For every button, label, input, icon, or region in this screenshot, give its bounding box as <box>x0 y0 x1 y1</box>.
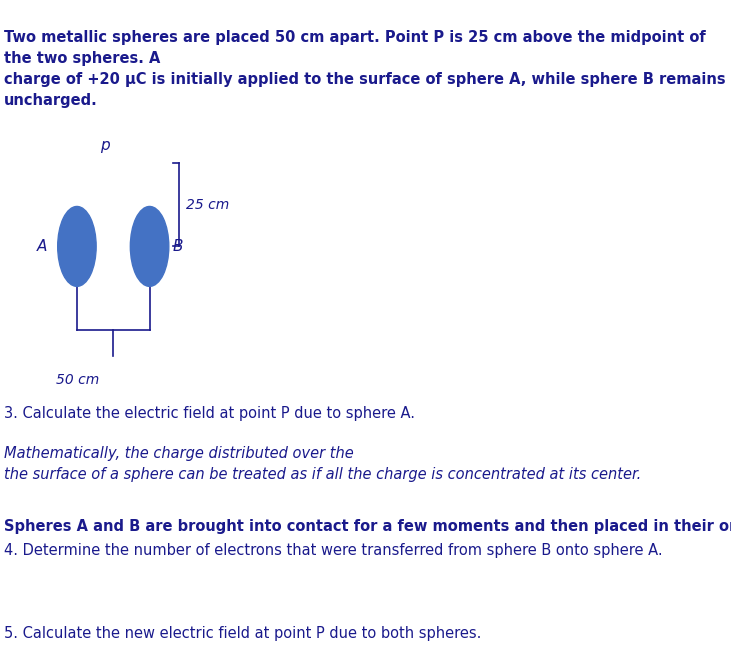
Text: 3. Calculate the electric field at point P due to sphere A.: 3. Calculate the electric field at point… <box>4 406 420 422</box>
Text: A: A <box>37 239 47 254</box>
Ellipse shape <box>130 206 169 286</box>
Text: Two metallic spheres are placed 50 cm apart. Point P is 25 cm above the midpoint: Two metallic spheres are placed 50 cm ap… <box>4 30 726 108</box>
Text: Spheres A and B are brought into contact for a few moments and then placed in th: Spheres A and B are brought into contact… <box>4 519 731 535</box>
Text: 25 cm: 25 cm <box>186 198 229 212</box>
Text: p: p <box>100 138 110 153</box>
Text: B: B <box>173 239 183 254</box>
Ellipse shape <box>58 206 96 286</box>
Text: 50 cm: 50 cm <box>56 373 99 387</box>
Text: 4. Determine the number of electrons that were transferred from sphere B onto sp: 4. Determine the number of electrons tha… <box>4 543 663 558</box>
Text: Mathematically, the charge distributed over the
the surface of a sphere can be t: Mathematically, the charge distributed o… <box>4 446 642 482</box>
Text: 5. Calculate the new electric field at point P due to both spheres.: 5. Calculate the new electric field at p… <box>4 626 482 641</box>
